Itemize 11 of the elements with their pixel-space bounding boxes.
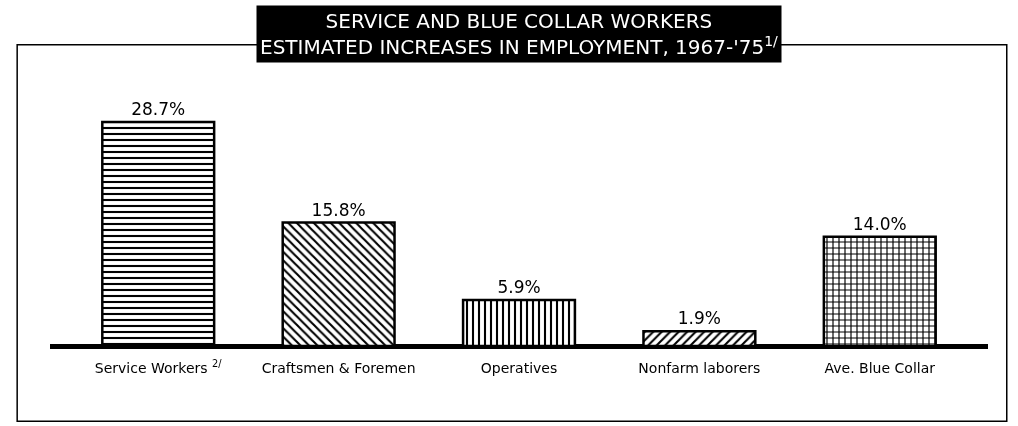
data-label: 1.9% (677, 308, 721, 329)
data-label: 28.7% (131, 98, 186, 119)
data-label: 5.9% (497, 276, 541, 297)
x-tick-label: Service Workers $^{2/}$ (94, 358, 223, 376)
x-tick-label: Ave. Blue Collar (824, 360, 936, 376)
data-label: 15.8% (311, 199, 366, 220)
x-tick-label: Operatives (480, 360, 558, 376)
x-tick-label: Craftsmen & Foremen (261, 360, 416, 376)
x-tick-label: Nonfarm laborers (638, 360, 761, 376)
chart-title: SERVICE AND BLUE COLLAR WORKERS ESTIMATED INCREASES IN EMPLOYMENT, 1967-'75$^{1/}$ (260, 9, 779, 59)
data-label: 14.0% (852, 213, 907, 234)
